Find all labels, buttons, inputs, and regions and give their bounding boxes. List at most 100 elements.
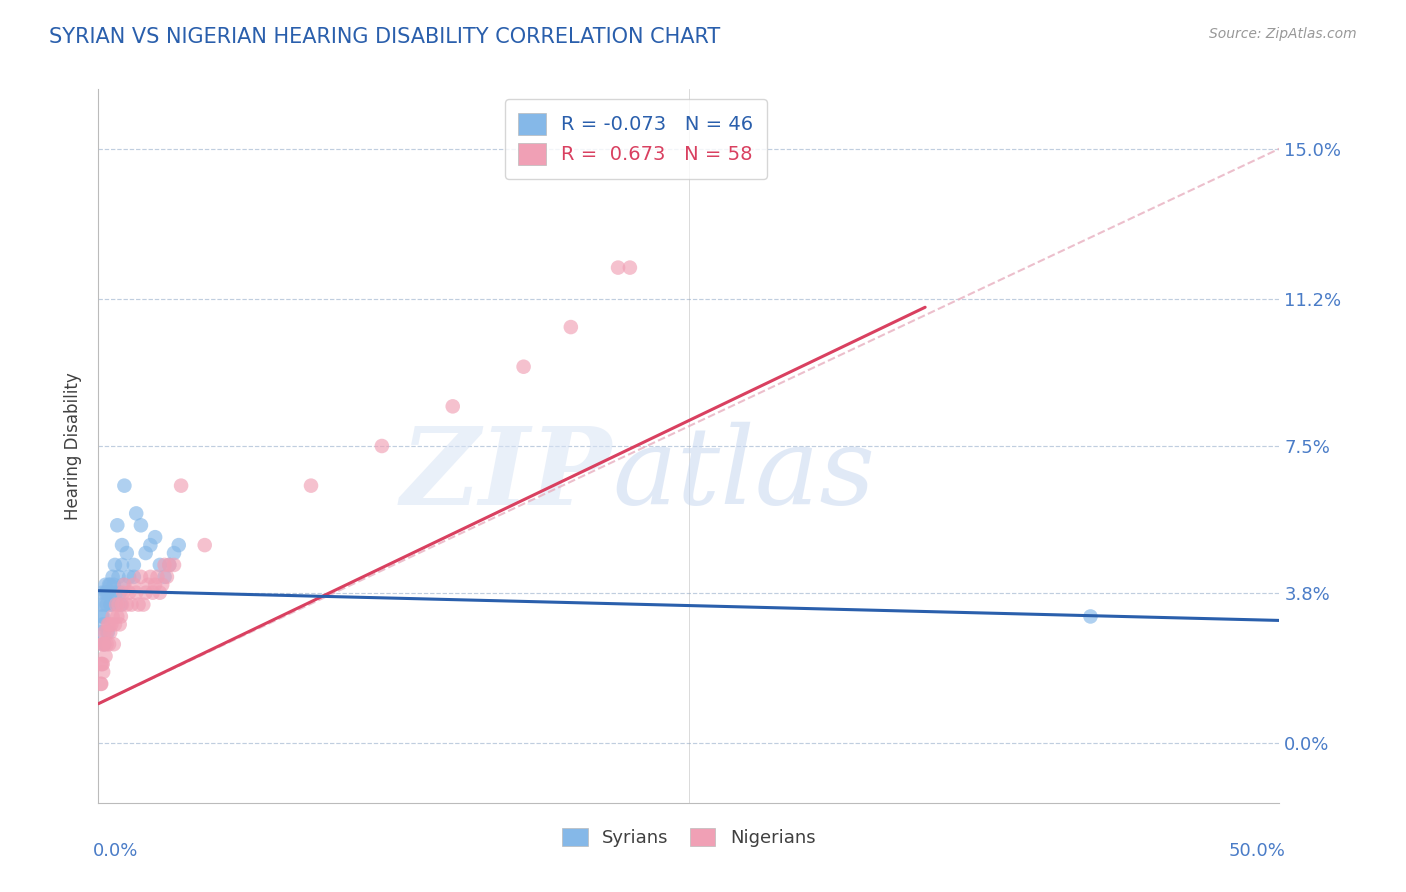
Point: [139, 538, 162, 552]
Point: [91, 657, 114, 671]
Point: [129, 518, 152, 533]
Point: [96, 625, 118, 640]
Point: [93, 598, 115, 612]
Point: [98, 625, 121, 640]
Text: Source: ZipAtlas.com: Source: ZipAtlas.com: [1209, 27, 1357, 41]
Point: [167, 538, 190, 552]
Point: [153, 570, 176, 584]
Point: [98, 578, 121, 592]
Point: [103, 578, 125, 592]
Text: 50.0%: 50.0%: [1229, 842, 1285, 860]
Point: [299, 478, 322, 492]
Point: [98, 637, 121, 651]
Point: [96, 637, 118, 651]
Point: [98, 578, 121, 592]
Point: [607, 260, 630, 275]
Point: [100, 585, 122, 599]
Point: [122, 558, 145, 572]
Point: [118, 570, 141, 584]
Point: [108, 617, 131, 632]
Point: [136, 578, 159, 592]
Point: [111, 598, 134, 612]
Point: [170, 478, 193, 492]
Point: [108, 585, 131, 599]
Point: [98, 617, 121, 632]
Point: [512, 359, 534, 374]
Point: [157, 558, 180, 572]
Point: [91, 657, 114, 671]
Point: [98, 598, 121, 612]
Point: [90, 625, 112, 640]
Point: [115, 546, 138, 560]
Point: [619, 260, 641, 275]
Point: [91, 585, 114, 599]
Point: [93, 625, 115, 640]
Point: [91, 617, 114, 632]
Point: [90, 598, 112, 612]
Point: [96, 598, 118, 612]
Point: [149, 558, 172, 572]
Point: [142, 585, 165, 599]
Text: SYRIAN VS NIGERIAN HEARING DISABILITY CORRELATION CHART: SYRIAN VS NIGERIAN HEARING DISABILITY CO…: [49, 27, 720, 46]
Point: [103, 637, 125, 651]
Point: [90, 657, 112, 671]
Point: [112, 578, 135, 592]
Point: [111, 538, 134, 552]
Point: [441, 400, 464, 414]
Point: [112, 578, 135, 592]
Point: [125, 507, 148, 521]
Text: 0.0%: 0.0%: [93, 842, 138, 860]
Point: [105, 609, 128, 624]
Point: [371, 439, 394, 453]
Point: [118, 585, 141, 599]
Point: [91, 609, 114, 624]
Point: [112, 585, 135, 599]
Point: [97, 625, 120, 640]
Point: [132, 598, 155, 612]
Point: [149, 585, 172, 599]
Point: [135, 546, 157, 560]
Point: [125, 585, 148, 599]
Point: [122, 578, 145, 592]
Point: [194, 538, 217, 552]
Point: [110, 598, 132, 612]
Point: [110, 609, 132, 624]
Y-axis label: Hearing Disability: Hearing Disability: [65, 372, 83, 520]
Legend: Syrians, Nigerians: Syrians, Nigerians: [555, 821, 823, 855]
Point: [94, 649, 117, 664]
Point: [163, 558, 186, 572]
Point: [128, 598, 150, 612]
Point: [101, 570, 124, 584]
Point: [107, 570, 129, 584]
Point: [105, 518, 128, 533]
Point: [111, 558, 134, 572]
Point: [94, 578, 117, 592]
Point: [139, 570, 162, 584]
Point: [115, 598, 138, 612]
Point: [96, 585, 118, 599]
Point: [153, 558, 176, 572]
Point: [1080, 609, 1102, 624]
Point: [143, 578, 166, 592]
Point: [143, 530, 166, 544]
Point: [104, 617, 127, 632]
Point: [560, 320, 582, 334]
Point: [112, 478, 135, 492]
Point: [97, 617, 120, 632]
Point: [93, 637, 115, 651]
Point: [107, 598, 129, 612]
Point: [104, 558, 127, 572]
Point: [100, 598, 122, 612]
Point: [94, 585, 117, 599]
Text: ZIP: ZIP: [401, 422, 612, 527]
Point: [157, 558, 180, 572]
Point: [122, 570, 145, 584]
Point: [146, 570, 169, 584]
Point: [156, 570, 179, 584]
Point: [91, 637, 114, 651]
Point: [105, 598, 128, 612]
Point: [121, 598, 143, 612]
Point: [100, 617, 122, 632]
Point: [93, 637, 115, 651]
Point: [105, 585, 128, 599]
